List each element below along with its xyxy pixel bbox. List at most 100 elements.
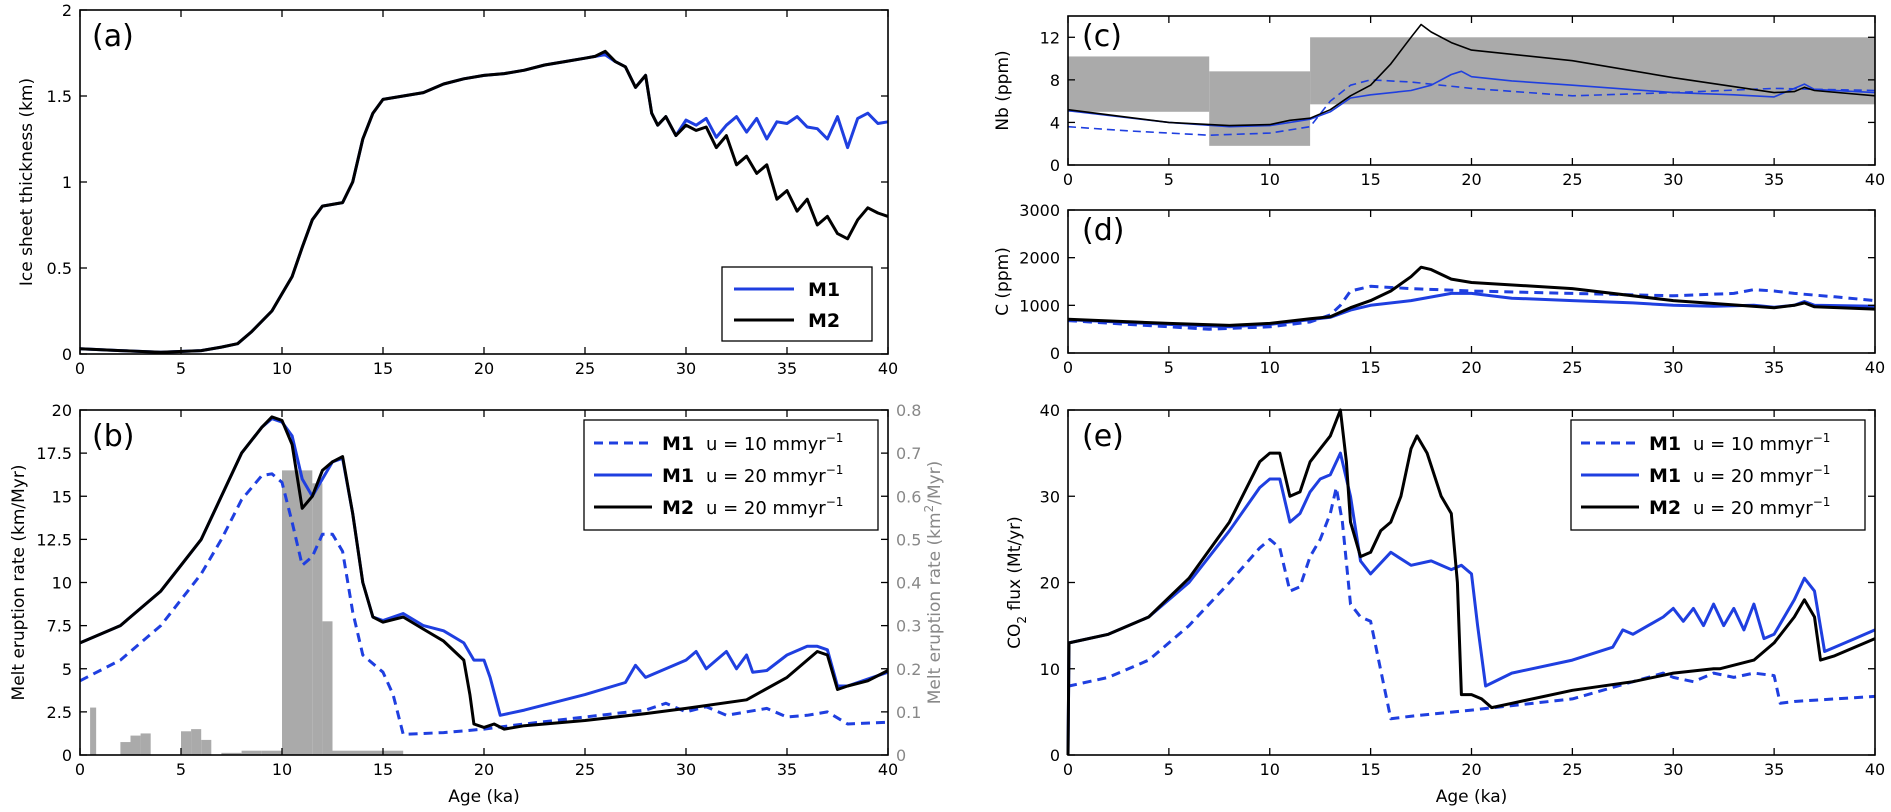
series-line [79,415,889,731]
y-tick-label: 7.5 [47,617,72,636]
series-line [1067,265,1876,327]
y-tick-label: 12 [1040,28,1060,47]
x-tick-label: 5 [1164,170,1174,189]
y-right-tick-label: 0.2 [896,660,921,679]
panel-e-co2-flux: 0 5 10 15 20 25 30 35 40 0 10 20 30 40 CO2 flux (Mt/yr… [1005,401,1885,807]
range-band [1310,37,1875,105]
series-line [1067,284,1876,331]
x-tick-label: 10 [272,760,292,779]
y-right-tick-label: 0 [896,746,906,765]
series-line [1066,408,1876,756]
x-tick-label: 0 [75,359,85,378]
y-tick-label: 0 [1050,344,1060,363]
range-band [1209,71,1311,146]
series-line [1067,291,1876,329]
x-tick-label: 10 [272,359,292,378]
panel-b-melt-eruption-rate: 0 5 10 15 20 25 30 35 4002.557.51012.51517.52000… [9,401,945,807]
x-tick-label: 25 [575,359,595,378]
legend-box [721,266,873,342]
y-tick-label: 10 [52,574,72,593]
legend-model: M2 [662,497,694,519]
legend-label: u = 20 mmyr−1 [1693,495,1830,519]
y-right-tick-label: 0.3 [896,617,921,636]
y-tick-label: 4 [1050,113,1060,132]
y-right-tick-label: 0.4 [896,574,921,593]
y-tick-label: 0 [1050,746,1060,765]
panel-d-carbon: 0 5 10 15 20 25 30 35 40 0 1000 2000 3000 C (ppm) (d) [993,201,1885,377]
eruption-bar [181,731,192,755]
y-tick-label: 1000 [1019,296,1060,315]
legend-label: u = 20 mmyr−1 [706,495,843,519]
series-line [1067,23,1876,127]
y-tick-label: 20 [52,401,72,420]
y-axis-label: Ice sheet thickness (km) [17,78,37,286]
y-tick-label: 0.5 [47,259,72,278]
x-tick-label: 20 [474,760,494,779]
y-tick-label: 15 [52,487,72,506]
y-right-tick-label: 0.8 [896,401,921,420]
x-tick-label: 35 [777,760,797,779]
eruption-bar [261,750,282,755]
y-tick-label: 10 [1040,660,1060,679]
y-tick-label: 20 [1040,574,1060,593]
series-line [1067,70,1876,128]
y-axis-label: C (ppm) [993,247,1013,316]
panel-letter: (a) [92,19,134,54]
range-band [1068,56,1210,112]
eruption-bar [312,483,323,755]
series-line [1067,486,1876,721]
eruption-bar [130,735,141,755]
eruption-bar [191,729,202,755]
x-tick-label: 5 [1164,760,1174,779]
series-line [1066,451,1876,756]
eruption-bar [282,470,313,755]
y-right-tick-label: 0.7 [896,444,921,463]
legend-model: M1 [1649,433,1681,455]
y-axis-label: CO2 flux (Mt/yr) [1005,516,1029,649]
legend-label: M1 [808,279,840,301]
legend-model: M1 [662,433,694,455]
series-line [79,417,889,717]
x-tick-label: 15 [1360,358,1380,377]
y-tick-label: 0 [62,345,72,364]
x-tick-label: 10 [1260,170,1280,189]
panel-letter: (b) [92,419,134,454]
legend-model: M1 [662,465,694,487]
y-tick-label: 2 [62,1,72,20]
x-tick-label: 5 [176,760,186,779]
x-tick-label: 0 [1063,760,1073,779]
x-tick-label: 25 [1562,170,1582,189]
x-tick-label: 5 [176,359,186,378]
y-tick-label: 17.5 [36,444,72,463]
x-tick-label: 30 [1663,170,1683,189]
x-tick-label: 35 [1764,760,1784,779]
eruption-bar [241,750,262,755]
legend-model: M1 [1649,465,1681,487]
eruption-bar [90,707,97,755]
legend-label: u = 10 mmyr−1 [706,431,843,455]
y-tick-label: 30 [1040,487,1060,506]
x-axis-label: Age (ka) [448,787,520,807]
x-tick-label: 10 [1260,760,1280,779]
x-tick-label: 35 [777,359,797,378]
x-tick-label: 20 [1461,760,1481,779]
x-tick-label: 15 [373,760,393,779]
y-tick-label: 8 [1050,71,1060,90]
panel-c-nb: 0 5 10 15 20 25 30 35 40 0 4 8 12 Nb (ppm) (c) [993,15,1885,189]
x-tick-label: 0 [75,760,85,779]
x-tick-label: 25 [1562,760,1582,779]
x-tick-label: 40 [878,760,898,779]
panel-letter: (e) [1082,419,1124,454]
panel-a-ice-thickness: 0 5 10 15 20 25 30 35 40 0 0.5 1 1.5 2 Ice sheet thick… [17,1,898,378]
x-tick-label: 40 [1865,358,1885,377]
y-tick-label: 3000 [1019,201,1060,220]
series-line [79,472,889,736]
x-tick-label: 30 [1663,760,1683,779]
x-tick-label: 20 [1461,170,1481,189]
x-tick-label: 15 [1360,760,1380,779]
y-tick-label: 1.5 [47,87,72,106]
eruption-bar [201,739,212,755]
y-axis-label: Nb (ppm) [993,50,1013,130]
x-tick-label: 20 [474,359,494,378]
